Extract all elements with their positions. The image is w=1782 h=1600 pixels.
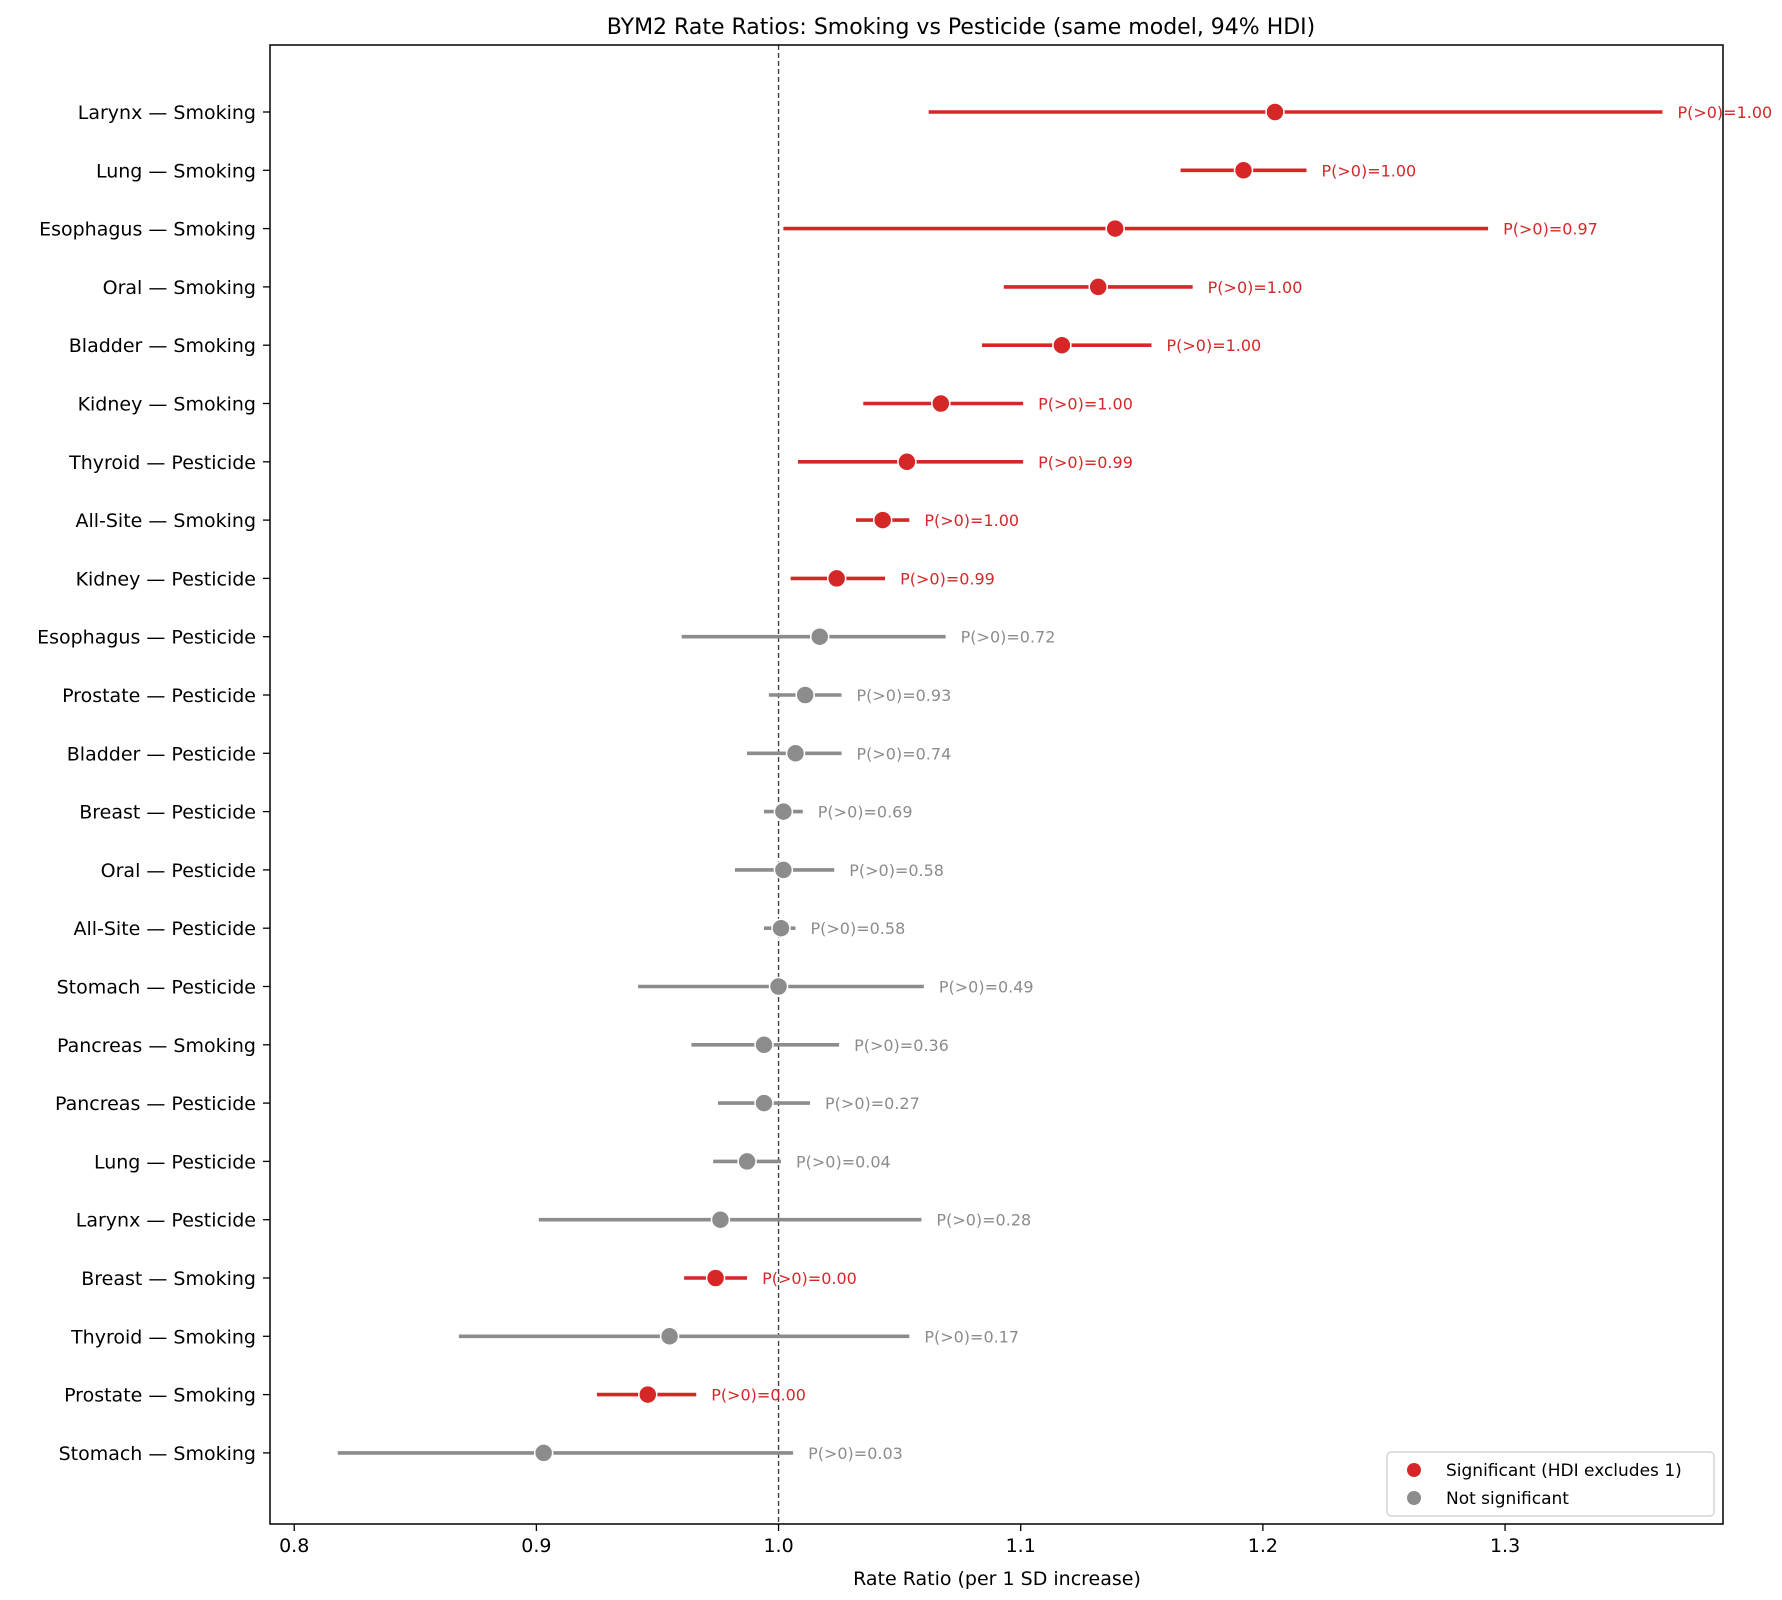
point-estimate xyxy=(659,1326,680,1347)
probability-label: P(>0)=0.69 xyxy=(818,803,913,822)
y-tick-label: Lung — Smoking xyxy=(96,160,256,182)
point-estimate xyxy=(533,1443,554,1463)
y-tick-label: Breast — Smoking xyxy=(81,1268,256,1290)
point-estimate xyxy=(1105,218,1125,239)
x-tick-label: 1.3 xyxy=(1490,1535,1520,1557)
probability-label: P(>0)=0.03 xyxy=(808,1444,903,1463)
point-estimate xyxy=(785,743,806,764)
x-axis-label: Rate Ratio (per 1 SD increase) xyxy=(853,1568,1141,1590)
probability-label: P(>0)=1.00 xyxy=(1321,161,1416,180)
point-estimate xyxy=(1233,160,1254,181)
point-estimate xyxy=(754,1093,774,1113)
x-tick-label: 1.0 xyxy=(763,1535,793,1557)
legend-not-significant-marker xyxy=(1407,1491,1421,1505)
y-tick-label: Oral — Pesticide xyxy=(101,860,256,882)
plot-area: 0.8 0.9 1.0 1.1 1.2 1.3 Larynx — Smoking P(>0)=… xyxy=(37,45,1772,1557)
legend-box xyxy=(1386,1451,1715,1517)
probability-label: P(>0)=0.00 xyxy=(711,1386,806,1405)
probability-label: P(>0)=0.97 xyxy=(1503,220,1598,239)
point-estimate xyxy=(773,860,794,880)
point-estimate xyxy=(768,976,789,997)
point-estimate xyxy=(872,510,893,530)
x-tick-label: 0.9 xyxy=(521,1535,551,1557)
legend-significant-label: Significant (HDI excludes 1) xyxy=(1446,1461,1682,1481)
probability-label: P(>0)=1.00 xyxy=(1677,103,1772,122)
legend-not-significant-label: Not significant xyxy=(1446,1489,1569,1509)
probability-label: P(>0)=0.17 xyxy=(924,1327,1019,1346)
point-estimate xyxy=(795,685,815,705)
point-estimate xyxy=(826,568,847,589)
point-estimate xyxy=(773,801,794,822)
x-tick-label: 1.1 xyxy=(1006,1535,1036,1557)
y-tick-label: Breast — Pesticide xyxy=(79,802,256,824)
point-estimate xyxy=(771,918,791,938)
y-tick-label: Thyroid — Smoking xyxy=(70,1326,256,1348)
point-estimate xyxy=(931,393,951,414)
y-tick-label: Thyroid — Pesticide xyxy=(68,452,256,474)
point-estimate xyxy=(1052,335,1072,355)
probability-label: P(>0)=0.28 xyxy=(936,1211,1031,1230)
y-tick-label: Pancreas — Smoking xyxy=(57,1035,256,1057)
probability-label: P(>0)=0.99 xyxy=(900,569,995,588)
y-tick-label: Larynx — Pesticide xyxy=(76,1210,256,1232)
probability-label: P(>0)=0.27 xyxy=(825,1094,920,1113)
x-tick-label: 1.2 xyxy=(1248,1535,1278,1557)
x-tick-label: 0.8 xyxy=(279,1535,309,1557)
y-tick-label: Prostate — Pesticide xyxy=(62,685,256,707)
y-tick-label: Kidney — Pesticide xyxy=(76,568,256,590)
y-tick-label: Lung — Pesticide xyxy=(94,1151,256,1173)
point-estimate xyxy=(809,626,830,647)
y-tick-label: Esophagus — Pesticide xyxy=(37,627,256,649)
point-estimate xyxy=(1265,102,1285,122)
point-estimate xyxy=(638,1384,658,1405)
y-tick-label: Kidney — Smoking xyxy=(78,394,256,416)
probability-label: P(>0)=0.58 xyxy=(849,861,944,880)
y-tick-label: Bladder — Pesticide xyxy=(67,743,256,765)
probability-label: P(>0)=1.00 xyxy=(924,511,1019,530)
probability-label: P(>0)=1.00 xyxy=(1208,278,1303,297)
legend-significant-marker xyxy=(1407,1463,1421,1477)
y-tick-label: Prostate — Smoking xyxy=(64,1385,256,1407)
y-tick-label: Stomach — Pesticide xyxy=(57,977,256,999)
point-estimate xyxy=(737,1151,757,1172)
point-estimate xyxy=(710,1209,731,1230)
probability-label: P(>0)=0.04 xyxy=(796,1152,891,1171)
probability-label: P(>0)=0.93 xyxy=(857,686,952,705)
probability-label: P(>0)=0.99 xyxy=(1038,453,1133,472)
y-tick-label: All-Site — Pesticide xyxy=(73,918,256,940)
chart-title: BYM2 Rate Ratios: Smoking vs Pesticide (… xyxy=(607,15,1316,40)
y-tick-label: Oral — Smoking xyxy=(103,277,256,299)
probability-label: P(>0)=1.00 xyxy=(1038,395,1133,414)
probability-label: P(>0)=0.49 xyxy=(939,978,1034,997)
probability-label: P(>0)=0.72 xyxy=(961,628,1056,647)
y-tick-label: Esophagus — Smoking xyxy=(39,219,256,241)
point-estimate xyxy=(705,1268,726,1288)
y-tick-label: All-Site — Smoking xyxy=(75,510,256,532)
probability-label: P(>0)=0.36 xyxy=(854,1036,949,1055)
probability-label: P(>0)=1.00 xyxy=(1166,336,1261,355)
probability-label: P(>0)=0.74 xyxy=(857,744,952,763)
y-tick-label: Larynx — Smoking xyxy=(78,102,256,124)
legend: Significant (HDI excludes 1) Not signifi… xyxy=(1386,1451,1715,1517)
probability-label: P(>0)=0.00 xyxy=(762,1269,857,1288)
axes-frame xyxy=(269,44,1724,1525)
point-estimate xyxy=(897,452,917,472)
y-tick-label: Bladder — Smoking xyxy=(69,335,256,357)
point-estimate xyxy=(1088,277,1108,297)
probability-label: P(>0)=0.58 xyxy=(811,919,906,938)
y-tick-label: Pancreas — Pesticide xyxy=(55,1093,256,1115)
point-estimate xyxy=(754,1035,774,1055)
y-tick-label: Stomach — Smoking xyxy=(59,1443,256,1465)
